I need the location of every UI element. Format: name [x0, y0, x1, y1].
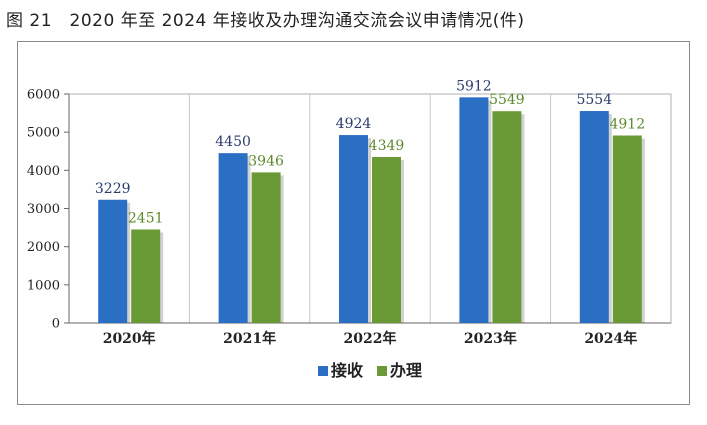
bar-series-1 [492, 111, 522, 323]
chart-axes: 0 1000 2000 3000 4000 5000 6000 2020年 2021年 2022年… [27, 88, 672, 347]
x-tick-label: 2020年 [103, 330, 156, 347]
x-tick-label: 2024年 [584, 330, 637, 347]
bar-series-0 [339, 135, 368, 323]
legend-label: 接收 [331, 361, 363, 380]
legend-swatch [377, 366, 387, 376]
data-label: 4924 [336, 116, 372, 132]
y-tick-label: 3000 [27, 202, 60, 217]
y-tick-label: 0 [52, 317, 60, 332]
x-tick-label: 2022年 [344, 330, 397, 347]
data-label: 3229 [95, 181, 131, 197]
bar-series-0 [98, 199, 128, 323]
bar-series-1 [372, 157, 401, 323]
bar-series-0 [579, 111, 609, 323]
bar-series-0 [218, 153, 248, 323]
figure-title: 图 21 2020 年至 2024 年接收及办理沟通交流会议申请情况(件) [6, 11, 525, 31]
data-label: 5549 [489, 92, 525, 108]
chart-bars [98, 97, 645, 323]
data-label: 4912 [609, 117, 645, 133]
data-label: 5912 [456, 78, 492, 94]
data-label: 4349 [369, 138, 405, 154]
bar-series-1 [251, 172, 281, 323]
bar-series-0 [459, 97, 489, 323]
chart-frame [17, 41, 690, 405]
legend-swatch [318, 366, 328, 376]
legend-label: 办理 [390, 361, 422, 380]
y-tick-label: 6000 [27, 88, 60, 103]
y-tick-label: 4000 [27, 164, 60, 179]
bar-series-1 [131, 229, 161, 323]
y-tick-label: 5000 [27, 126, 60, 141]
y-tick-label: 2000 [27, 240, 60, 255]
x-tick-label: 2023年 [464, 330, 517, 347]
x-tick-label: 2021年 [223, 330, 276, 347]
data-label: 3946 [248, 153, 284, 169]
chart-legend: 接收 办理 [318, 361, 422, 380]
y-tick-label: 1000 [27, 278, 60, 293]
data-label: 2451 [128, 210, 164, 226]
bar-series-1 [612, 135, 642, 323]
data-label: 5554 [576, 92, 612, 108]
data-label: 4450 [215, 134, 251, 150]
